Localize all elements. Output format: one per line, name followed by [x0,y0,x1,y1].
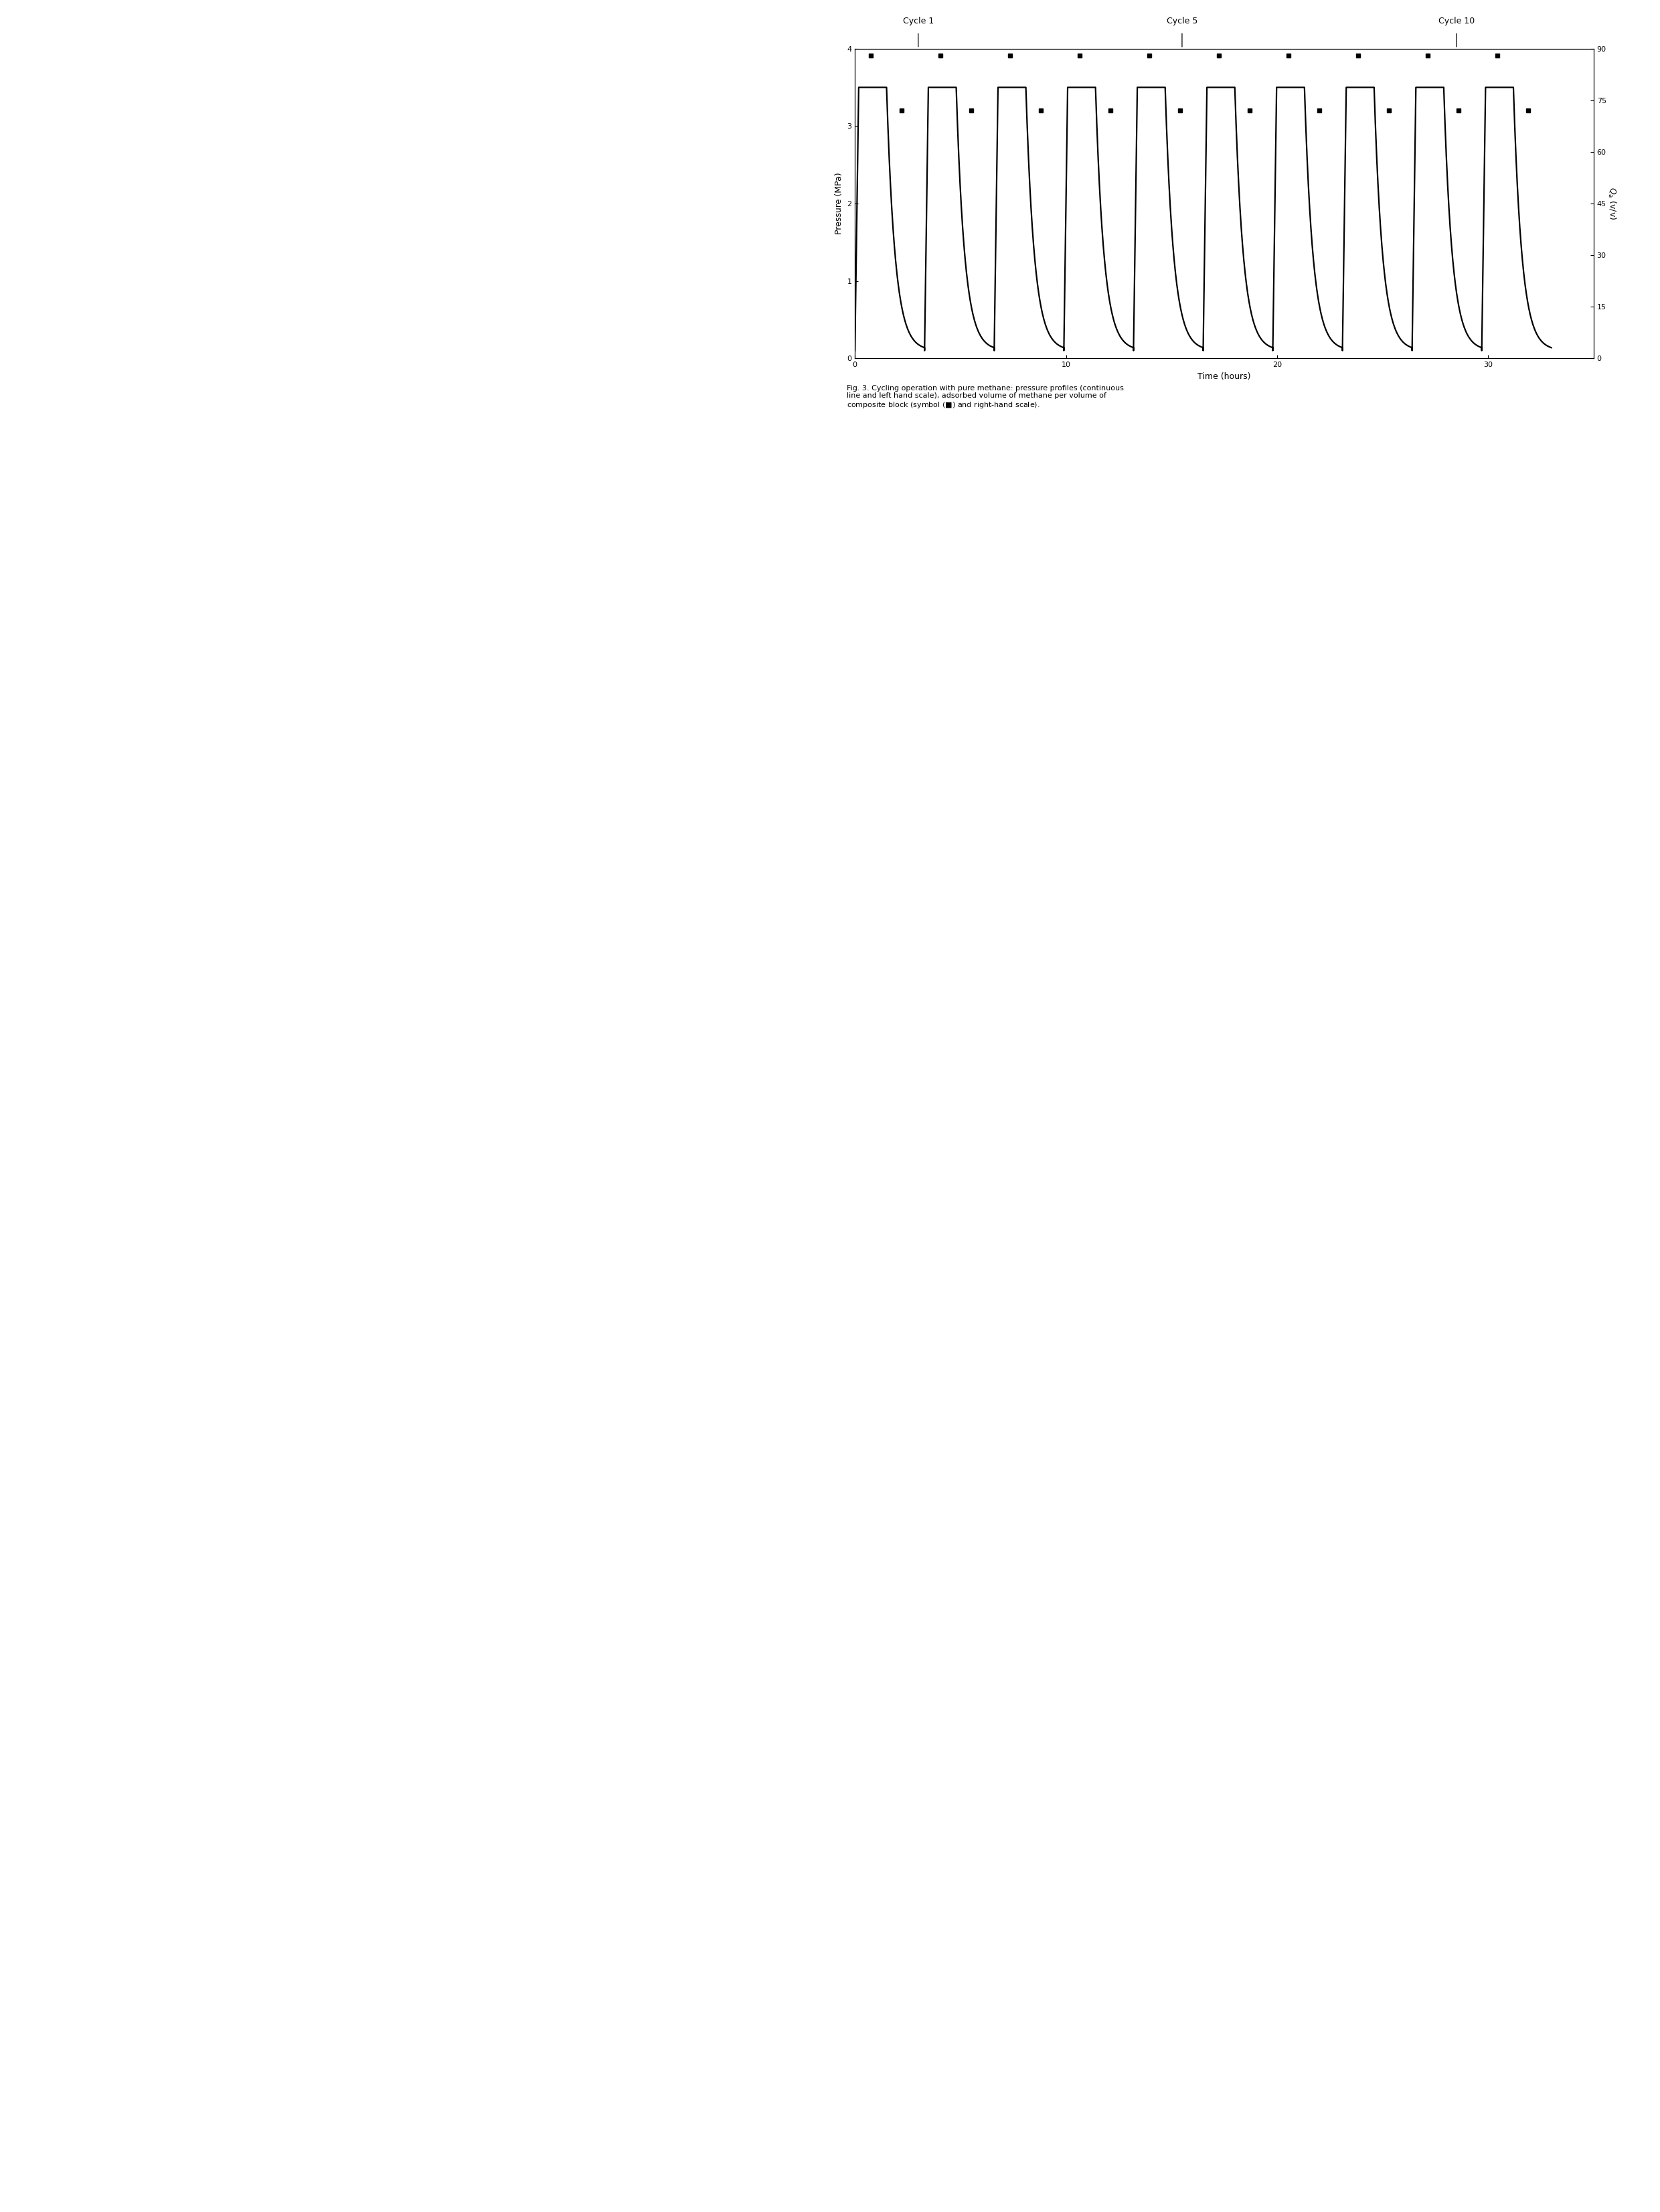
Y-axis label: Pressure (MPa): Pressure (MPa) [835,173,843,234]
Text: Cycle 10: Cycle 10 [1438,18,1474,24]
Text: Cycle 1: Cycle 1 [903,18,933,24]
Text: Fig. 3. Cycling operation with pure methane: pressure profiles (continuous
line : Fig. 3. Cycling operation with pure meth… [847,385,1124,409]
Y-axis label: $Q_{\mathrm{a}}$ (v/v): $Q_{\mathrm{a}}$ (v/v) [1607,188,1617,219]
Text: Cycle 5: Cycle 5 [1167,18,1197,24]
X-axis label: Time (hours): Time (hours) [1197,372,1252,380]
